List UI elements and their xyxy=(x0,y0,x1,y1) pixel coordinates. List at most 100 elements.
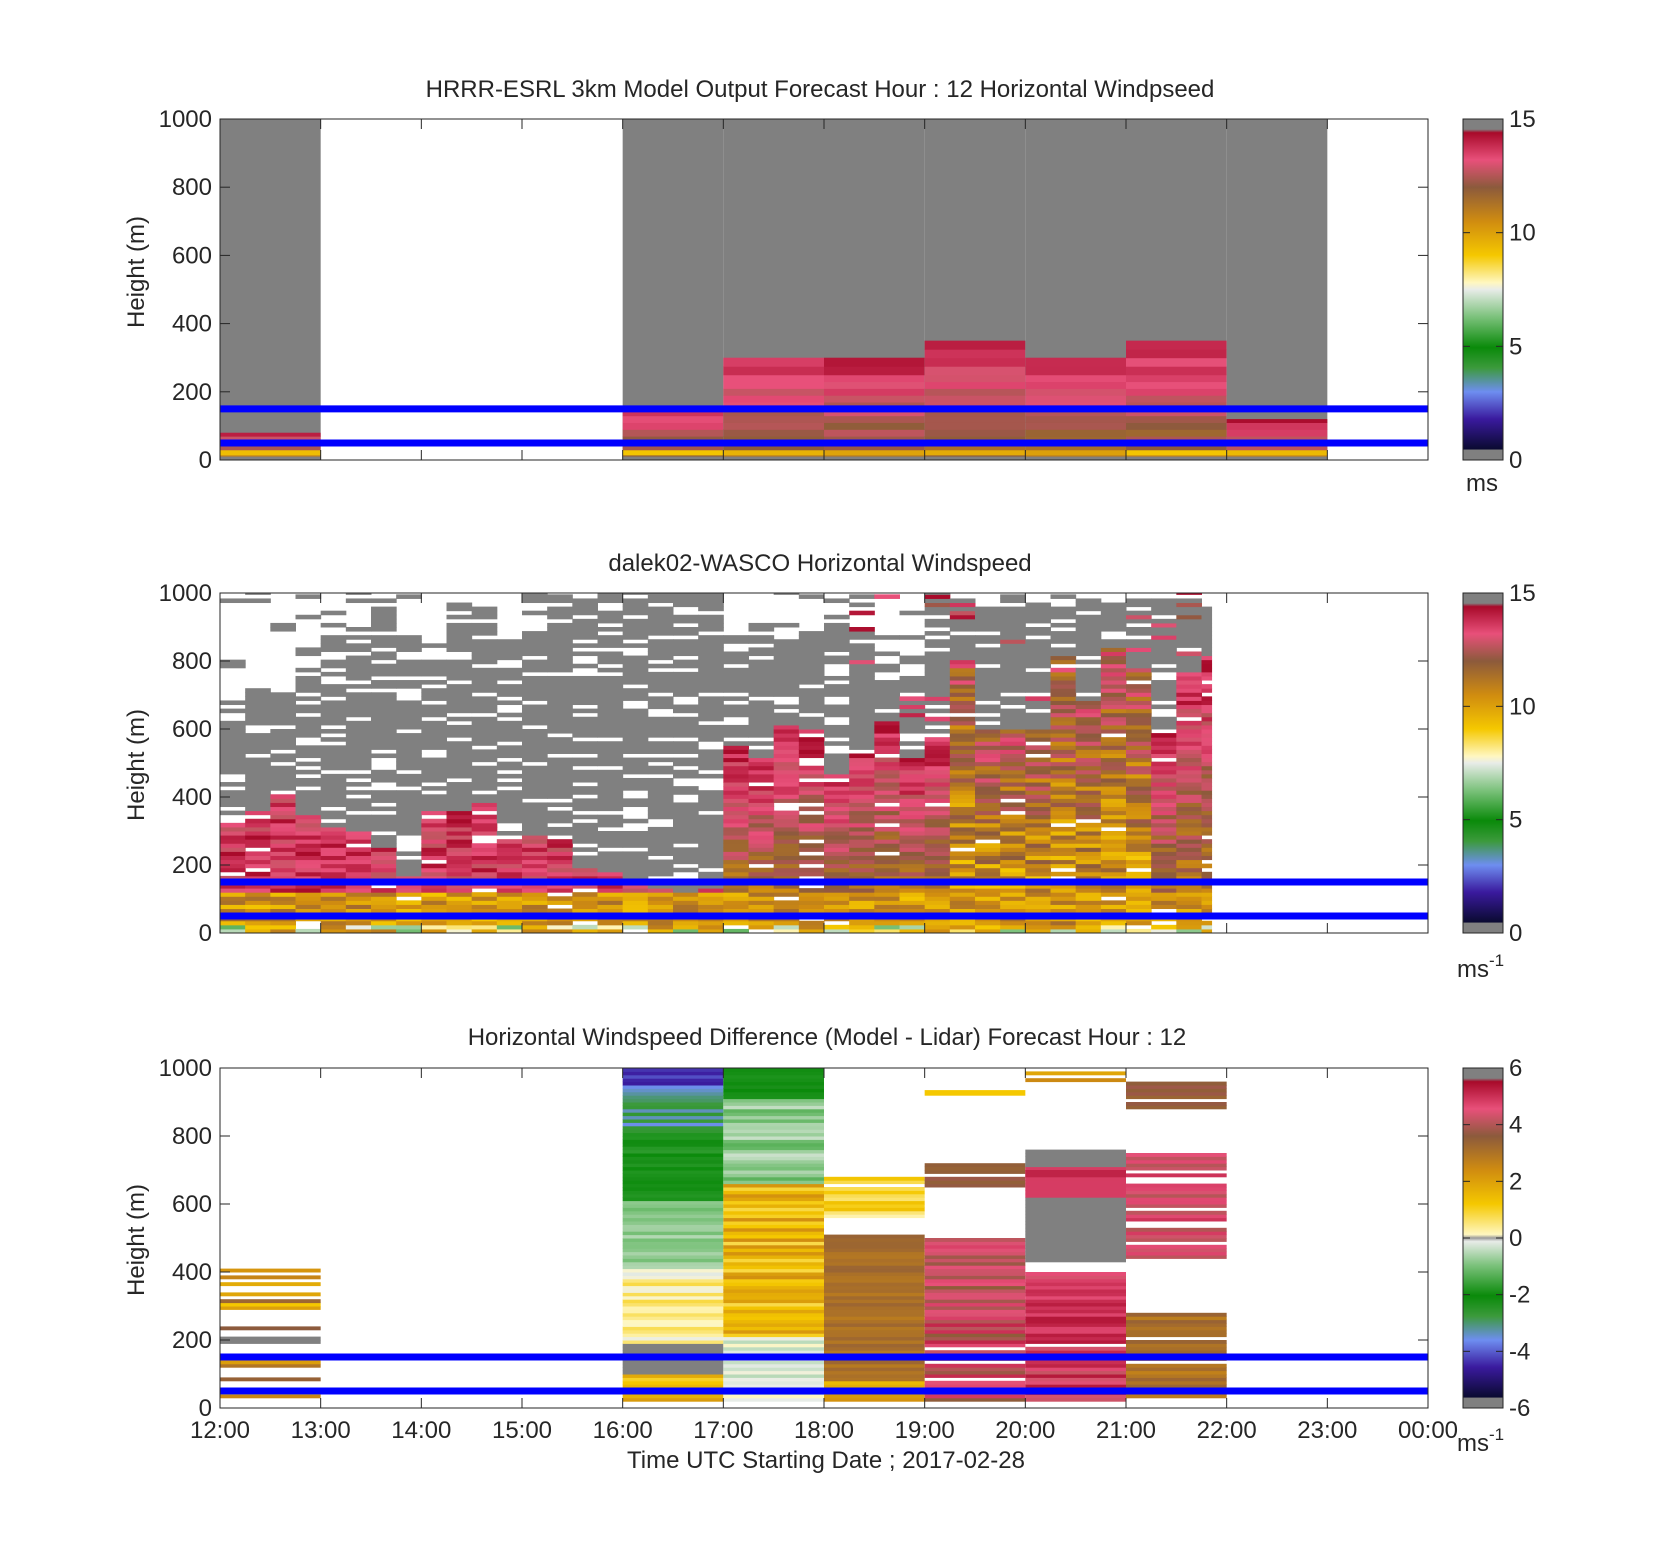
lidar-cell xyxy=(849,594,875,599)
difference-cell xyxy=(723,1136,824,1140)
model-cell xyxy=(1126,422,1227,430)
lidar-cell xyxy=(421,928,447,934)
lidar-cell xyxy=(647,745,674,750)
lidar-cell xyxy=(849,831,875,836)
difference-cell xyxy=(824,1384,925,1389)
lidar-cell xyxy=(320,757,347,763)
panel-lidar-xtick-marks xyxy=(320,593,1328,933)
lidar-cell xyxy=(295,839,322,844)
lidar-cell xyxy=(1100,908,1127,914)
lidar-cell xyxy=(824,704,850,710)
difference-cell xyxy=(622,1125,724,1130)
lidar-cell xyxy=(949,737,976,742)
lidar-cell xyxy=(824,647,850,652)
lidar-cell xyxy=(949,773,976,779)
lidar-cell xyxy=(1201,818,1213,824)
lidar-cell xyxy=(1000,724,1026,730)
lidar-cell xyxy=(320,639,347,644)
lidar-cell xyxy=(345,839,372,844)
lidar-cell xyxy=(849,667,875,673)
difference-cell xyxy=(1025,1221,1126,1225)
lidar-cell xyxy=(446,908,473,914)
difference-cell xyxy=(1025,1241,1126,1246)
lidar-cell xyxy=(924,769,951,775)
lidar-cell xyxy=(345,696,372,701)
lidar-cell xyxy=(874,896,900,901)
lidar-cell xyxy=(949,753,976,759)
difference-cell xyxy=(622,1397,724,1402)
model-cell xyxy=(1025,408,1126,417)
lidar-cell xyxy=(824,794,850,799)
ytick-label: 1000 xyxy=(159,580,212,607)
difference-cell xyxy=(1126,1183,1227,1188)
lidar-cell xyxy=(723,696,749,701)
lidar-cell xyxy=(673,708,699,714)
lidar-cell xyxy=(748,888,775,893)
lidar-cell xyxy=(924,892,951,897)
lidar-cell xyxy=(899,659,926,665)
lidar-cell xyxy=(673,643,699,648)
lidar-cell xyxy=(345,635,372,640)
lidar-cell xyxy=(371,696,397,701)
lidar-cell xyxy=(924,594,951,599)
lidar-cell xyxy=(1201,851,1213,856)
lidar-cell xyxy=(824,802,850,808)
lidar-cell xyxy=(975,924,1001,930)
lidar-cell xyxy=(597,896,624,901)
lidar-cell xyxy=(1000,614,1026,620)
lidar-cell xyxy=(874,712,900,718)
lidar-cell xyxy=(849,729,875,734)
lidar-cell xyxy=(899,741,926,746)
lidar-cell xyxy=(1176,745,1202,750)
lidar-cell xyxy=(924,822,951,828)
difference-cell xyxy=(824,1289,925,1293)
lidar-cell xyxy=(1000,639,1026,644)
lidar-cell xyxy=(496,639,523,644)
lidar-cell xyxy=(522,647,548,652)
difference-cell xyxy=(824,1367,925,1372)
lidar-cell xyxy=(924,855,951,861)
difference-cell xyxy=(622,1176,724,1181)
lidar-cell xyxy=(1075,863,1102,869)
lidar-cell xyxy=(496,924,523,930)
lidar-cell xyxy=(849,712,875,718)
lidar-cell xyxy=(421,708,447,714)
difference-cell xyxy=(723,1214,824,1219)
lidar-cell xyxy=(899,749,926,754)
lidar-cell xyxy=(245,704,271,710)
lidar-cell xyxy=(1151,847,1177,852)
lidar-cell xyxy=(522,806,548,812)
lidar-cell xyxy=(647,896,674,901)
difference-cell xyxy=(723,1132,824,1137)
lidar-cell xyxy=(798,688,825,693)
lidar-cell xyxy=(1025,839,1051,844)
lidar-cell xyxy=(874,790,900,795)
lidar-cell xyxy=(798,655,825,661)
lidar-cell xyxy=(798,675,825,681)
lidar-cell xyxy=(1176,814,1202,820)
lidar-cell xyxy=(924,737,951,742)
panel-difference-ylabel: Height (m) xyxy=(123,1184,150,1296)
lidar-cell xyxy=(1000,904,1026,910)
lidar-cell xyxy=(1201,614,1213,620)
lidar-cell xyxy=(874,794,900,799)
lidar-cell xyxy=(245,888,271,893)
lidar-cell xyxy=(1050,798,1077,803)
lidar-cell xyxy=(572,875,598,881)
lidar-cell xyxy=(975,614,1001,620)
lidar-cell xyxy=(748,627,775,632)
difference-cell xyxy=(1025,1183,1126,1188)
lidar-cell xyxy=(949,924,976,930)
lidar-cell xyxy=(698,598,724,604)
lidar-cell xyxy=(522,859,548,865)
model-cell xyxy=(622,415,724,423)
lidar-cell xyxy=(522,871,548,877)
lidar-cell xyxy=(1151,643,1177,648)
lidar-cell xyxy=(345,822,372,828)
lidar-cell xyxy=(522,684,548,689)
lidar-cell xyxy=(899,859,926,865)
lidar-cell xyxy=(1201,855,1213,861)
lidar-cell xyxy=(1050,700,1077,706)
lidar-cell xyxy=(270,859,296,865)
lidar-cell xyxy=(824,839,850,844)
